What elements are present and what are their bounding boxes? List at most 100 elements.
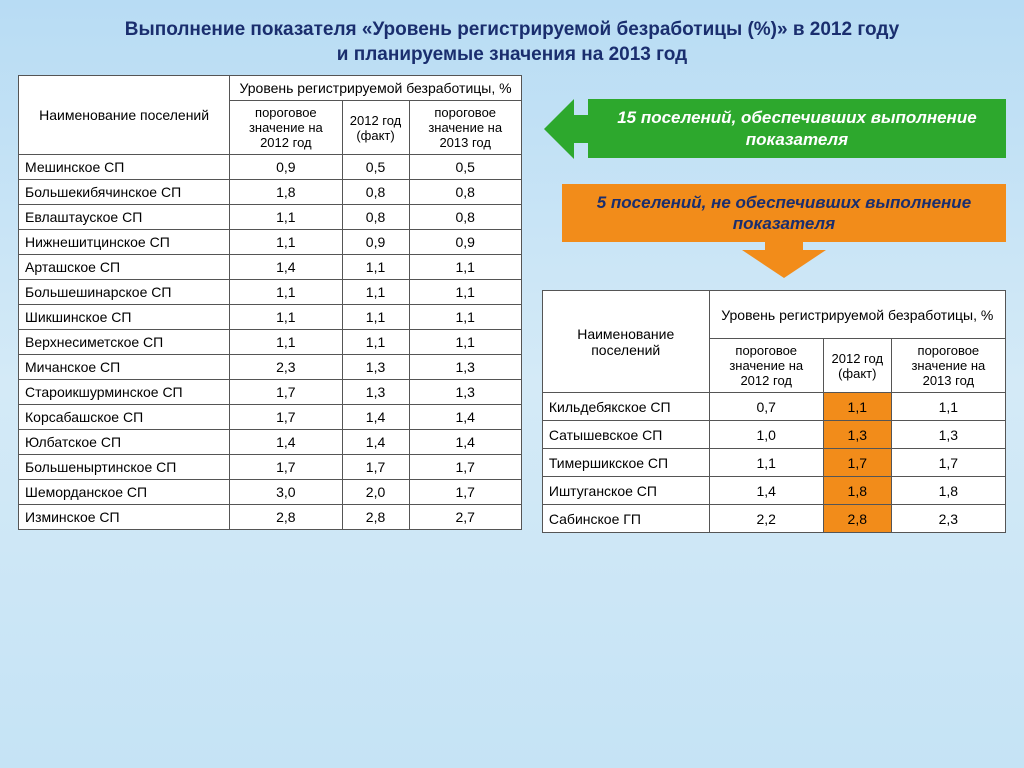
hdr-fact-2012-2: 2012 год (факт) bbox=[823, 339, 891, 393]
cell-c: 1,3 bbox=[409, 380, 521, 405]
hdr-threshold-2012-2: пороговое значение на 2012 год bbox=[709, 339, 823, 393]
hdr-threshold-2012: пороговое значение на 2012 год bbox=[230, 101, 342, 155]
cell-c: 1,3 bbox=[891, 421, 1005, 449]
cell-name: Кильдебякское СП bbox=[542, 393, 709, 421]
cell-name: Изминское СП bbox=[19, 505, 230, 530]
cell-a: 2,2 bbox=[709, 505, 823, 533]
table-row: Юлбатское СП1,41,41,4 bbox=[19, 430, 522, 455]
cell-a: 1,1 bbox=[230, 280, 342, 305]
cell-b: 1,3 bbox=[342, 355, 409, 380]
hdr-threshold-2013: пороговое значение на 2013 год bbox=[409, 101, 521, 155]
cell-name: Большеныртинское СП bbox=[19, 455, 230, 480]
cell-name: Тимершикское СП bbox=[542, 449, 709, 477]
cell-b: 0,9 bbox=[342, 230, 409, 255]
cell-name: Шеморданское СП bbox=[19, 480, 230, 505]
cell-a: 1,7 bbox=[230, 405, 342, 430]
cell-c: 2,3 bbox=[891, 505, 1005, 533]
cell-c: 1,1 bbox=[891, 393, 1005, 421]
cell-b: 1,7 bbox=[342, 455, 409, 480]
cell-a: 3,0 bbox=[230, 480, 342, 505]
cell-a: 1,1 bbox=[709, 449, 823, 477]
cell-name: Верхнесиметское СП bbox=[19, 330, 230, 355]
table-passed: Наименование поселений Уровень регистрир… bbox=[18, 75, 522, 530]
cell-a: 1,1 bbox=[230, 230, 342, 255]
cell-name: Иштуганское СП bbox=[542, 477, 709, 505]
hdr-group: Уровень регистрируемой безработицы, % bbox=[230, 76, 522, 101]
cell-name: Большешинарское СП bbox=[19, 280, 230, 305]
table-row: Нижнешитцинское СП1,10,90,9 bbox=[19, 230, 522, 255]
hdr-fact-2012: 2012 год (факт) bbox=[342, 101, 409, 155]
cell-c: 1,4 bbox=[409, 430, 521, 455]
arrow-stem bbox=[570, 115, 590, 143]
cell-b: 1,1 bbox=[342, 280, 409, 305]
cell-name: Большекибячинское СП bbox=[19, 180, 230, 205]
table-row: Кильдебякское СП0,71,11,1 bbox=[542, 393, 1005, 421]
cell-name: Мичанское СП bbox=[19, 355, 230, 380]
hdr-group-2: Уровень регистрируемой безработицы, % bbox=[709, 291, 1005, 339]
cell-a: 1,7 bbox=[230, 380, 342, 405]
hdr-name: Наименование поселений bbox=[19, 76, 230, 155]
cell-c: 0,8 bbox=[409, 205, 521, 230]
table-row: Корсабашское СП1,71,41,4 bbox=[19, 405, 522, 430]
cell-a: 1,1 bbox=[230, 205, 342, 230]
callout-orange: 5 поселений, не обеспечивших выполнение … bbox=[562, 184, 1006, 243]
cell-a: 2,8 bbox=[230, 505, 342, 530]
table-row: Арташское СП1,41,11,1 bbox=[19, 255, 522, 280]
cell-c: 1,1 bbox=[409, 255, 521, 280]
arrow-stem-down bbox=[765, 240, 803, 250]
cell-b: 1,1 bbox=[342, 305, 409, 330]
cell-name: Евлаштауское СП bbox=[19, 205, 230, 230]
cell-c: 1,7 bbox=[891, 449, 1005, 477]
hdr-threshold-2013-2: пороговое значение на 2013 год bbox=[891, 339, 1005, 393]
title-line-2: и планируемые значения на 2013 год bbox=[337, 44, 687, 65]
cell-c: 1,1 bbox=[409, 330, 521, 355]
callout-green-text: 15 поселений, обеспечивших выполнение по… bbox=[617, 108, 976, 148]
cell-c: 0,5 bbox=[409, 155, 521, 180]
table-row: Староикшурминское СП1,71,31,3 bbox=[19, 380, 522, 405]
cell-b: 2,8 bbox=[823, 505, 891, 533]
cell-name: Мешинское СП bbox=[19, 155, 230, 180]
cell-a: 1,8 bbox=[230, 180, 342, 205]
cell-b: 2,0 bbox=[342, 480, 409, 505]
hdr-name-2: Наименование поселений bbox=[542, 291, 709, 393]
cell-b: 1,3 bbox=[823, 421, 891, 449]
cell-c: 1,1 bbox=[409, 305, 521, 330]
cell-a: 1,0 bbox=[709, 421, 823, 449]
cell-name: Юлбатское СП bbox=[19, 430, 230, 455]
cell-c: 0,9 bbox=[409, 230, 521, 255]
cell-name: Арташское СП bbox=[19, 255, 230, 280]
cell-b: 0,8 bbox=[342, 205, 409, 230]
cell-b: 1,1 bbox=[823, 393, 891, 421]
table-row: Большеныртинское СП1,71,71,7 bbox=[19, 455, 522, 480]
cell-name: Корсабашское СП bbox=[19, 405, 230, 430]
table-row: Большешинарское СП1,11,11,1 bbox=[19, 280, 522, 305]
callout-orange-text: 5 поселений, не обеспечивших выполнение … bbox=[597, 193, 971, 233]
cell-name: Сабинское ГП bbox=[542, 505, 709, 533]
cell-c: 1,1 bbox=[409, 280, 521, 305]
table-row: Большекибячинское СП1,80,80,8 bbox=[19, 180, 522, 205]
right-column: 15 поселений, обеспечивших выполнение по… bbox=[542, 75, 1006, 533]
cell-c: 1,3 bbox=[409, 355, 521, 380]
cell-name: Сатышевское СП bbox=[542, 421, 709, 449]
cell-b: 1,7 bbox=[823, 449, 891, 477]
table-row: Иштуганское СП1,41,81,8 bbox=[542, 477, 1005, 505]
cell-a: 1,4 bbox=[709, 477, 823, 505]
cell-b: 1,4 bbox=[342, 405, 409, 430]
cell-c: 0,8 bbox=[409, 180, 521, 205]
cell-b: 1,8 bbox=[823, 477, 891, 505]
cell-a: 0,7 bbox=[709, 393, 823, 421]
cell-b: 1,3 bbox=[342, 380, 409, 405]
cell-b: 2,8 bbox=[342, 505, 409, 530]
table-failed: Наименование поселений Уровень регистрир… bbox=[542, 290, 1006, 533]
cell-name: Шикшинское СП bbox=[19, 305, 230, 330]
arrow-down-icon bbox=[742, 250, 826, 278]
table-row: Мешинское СП0,90,50,5 bbox=[19, 155, 522, 180]
table-row: Сабинское ГП2,22,82,3 bbox=[542, 505, 1005, 533]
cell-b: 1,1 bbox=[342, 330, 409, 355]
cell-b: 1,1 bbox=[342, 255, 409, 280]
cell-c: 2,7 bbox=[409, 505, 521, 530]
callout-green: 15 поселений, обеспечивших выполнение по… bbox=[588, 99, 1006, 158]
cell-name: Староикшурминское СП bbox=[19, 380, 230, 405]
table-row: Изминское СП2,82,82,7 bbox=[19, 505, 522, 530]
page-title: Выполнение показателя «Уровень регистрир… bbox=[0, 0, 1024, 75]
